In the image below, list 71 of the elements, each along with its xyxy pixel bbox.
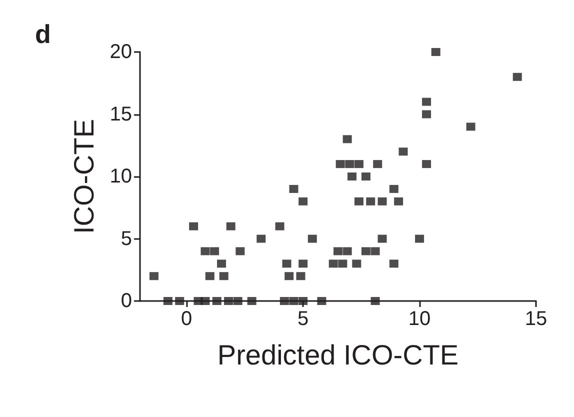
point [422,160,432,168]
point [210,247,220,256]
y-axis-title: ICO-CTE [68,118,100,234]
chart-title: d [35,19,51,49]
point [226,222,236,230]
point [389,260,398,268]
point [370,247,380,256]
point [347,172,356,180]
x-tick-label: 0 [181,308,192,330]
point [298,260,308,268]
point [282,260,292,268]
point [308,234,317,243]
point [334,247,342,256]
point [466,122,476,131]
point [512,72,522,81]
point [398,148,408,156]
point [289,184,298,193]
point [236,247,245,256]
point [422,110,432,118]
point [233,297,242,305]
point [336,160,345,168]
point [345,160,354,168]
point [289,297,298,305]
point [212,297,222,305]
point [366,197,376,206]
x-tick-label: 10 [408,308,431,330]
point [256,234,266,243]
point [219,272,228,280]
point [205,272,214,280]
point [163,297,172,305]
y-tick-label: 0 [120,290,132,312]
point [370,297,380,305]
x-tick-label: 15 [524,308,548,330]
point [352,260,362,268]
point [342,135,352,144]
point [361,172,370,180]
point [422,98,432,106]
point [354,197,364,206]
point [217,260,226,268]
point [389,184,398,193]
x-tick-label: 5 [297,308,309,330]
point [342,247,352,256]
point [338,260,348,268]
point [373,160,382,168]
point [298,297,308,305]
point [247,297,256,305]
point [189,222,198,230]
point [275,222,284,230]
point [354,160,364,168]
point [175,297,184,305]
y-tick-label: 20 [110,41,132,63]
point [378,234,387,243]
point [149,272,158,280]
point [415,234,424,243]
point [317,297,326,305]
point [200,247,210,256]
point [361,247,370,256]
point [224,297,234,305]
x-axis-title: Predicted ICO-CTE [217,340,459,370]
point [200,297,210,305]
y-tick-label: 15 [110,103,132,126]
point [284,272,294,280]
point [378,197,387,206]
y-tick-label: 10 [110,166,132,188]
y-tick-label: 5 [120,228,132,250]
point [296,272,306,280]
point [328,260,338,268]
point [394,197,404,206]
point [280,297,289,305]
point [431,48,440,56]
point [298,197,308,206]
